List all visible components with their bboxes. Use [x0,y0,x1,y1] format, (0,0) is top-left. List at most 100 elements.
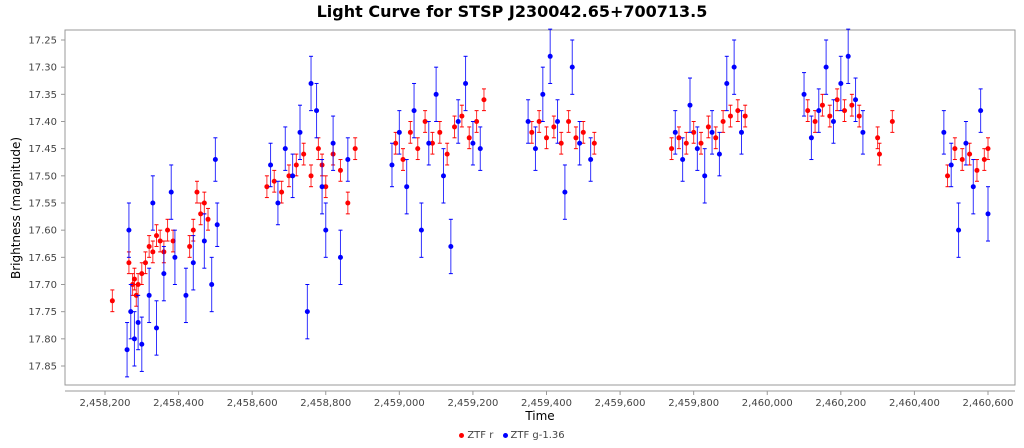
data-point [455,119,461,124]
data-point [731,64,737,70]
y-tick-label: 17.30 [28,63,57,74]
data-point [337,167,343,173]
data-point [135,282,141,287]
data-point [551,124,557,130]
data-point [201,200,207,206]
plot-area [64,29,1016,386]
data-point [676,135,682,141]
data-point [860,129,866,135]
data-point [525,119,531,124]
series-ztf-r [109,88,991,313]
data-point [466,135,472,141]
data-point [205,216,211,222]
legend-item-ztf-r[interactable]: ZTF r [459,430,493,441]
data-point [190,260,196,266]
data-point [271,178,277,184]
data-point [393,140,399,146]
data-point [323,227,329,233]
data-point [536,119,542,124]
data-point [146,243,152,249]
data-point [680,157,686,163]
x-tick-label: 2,460,400 [889,398,940,409]
data-point [135,320,141,326]
data-point [400,157,406,163]
data-point [345,157,351,163]
data-point [705,124,711,130]
data-point [481,97,487,103]
data-point [838,80,844,86]
y-tick-label: 17.45 [28,144,57,155]
data-point [952,146,958,152]
y-tick-label: 17.80 [28,334,57,345]
data-point [830,119,836,124]
data-point [304,309,310,315]
data-point [856,113,862,119]
data-point [738,129,744,135]
data-point [418,227,424,233]
data-point [297,129,303,135]
data-point [959,157,965,163]
data-point [139,271,145,277]
data-point [437,129,443,135]
data-point [875,135,881,141]
data-point [314,108,320,114]
data-point [974,167,980,173]
data-point [562,189,568,195]
data-point [808,135,814,141]
data-point [214,222,220,228]
data-point [293,162,299,168]
data-point [834,97,840,103]
data-point [463,80,469,86]
x-tick-label: 2,459,600 [595,398,646,409]
data-point [948,162,954,168]
data-point [569,64,575,70]
data-point [212,157,218,163]
legend-item-ztf-g[interactable]: ZTF g-1.36 [502,430,565,441]
data-point [209,282,215,287]
data-point [315,146,321,152]
y-tick-label: 17.55 [28,199,57,210]
data-point [540,91,546,97]
data-point [268,162,274,168]
data-point [139,341,145,347]
data-point [945,173,951,179]
data-point [555,119,561,124]
data-point [577,140,583,146]
data-point [150,249,156,255]
x-tick-label: 2,459,000 [374,398,425,409]
data-point [124,347,130,353]
data-point [190,227,196,233]
chart-title: Light Curve for STSP J230042.65+700713.5 [316,2,708,21]
data-point [724,80,730,86]
data-point [198,211,204,217]
x-tick-label: 2,458,600 [227,398,278,409]
data-point [716,151,722,157]
data-point [985,146,991,152]
series-ztf-g [124,28,991,378]
y-tick-label: 17.75 [28,307,57,318]
data-point [389,162,395,168]
data-point [282,146,288,152]
data-point [941,129,947,135]
data-point [161,271,167,277]
data-point [713,135,719,141]
y-tick-label: 17.65 [28,253,57,264]
data-point [337,254,343,260]
data-point [709,129,715,135]
data-point [404,184,410,190]
data-point [308,173,314,179]
data-point [694,146,700,152]
blue-dot-icon [502,432,508,438]
data-point [146,292,152,298]
y-tick-label: 17.60 [28,226,57,237]
data-point [126,260,132,266]
data-point [823,64,829,70]
data-point [150,200,156,206]
y-tick-label: 17.70 [28,280,57,291]
data-point [985,211,991,217]
data-point [691,129,697,135]
data-point [154,233,160,239]
data-point [529,129,535,135]
data-point [474,119,480,124]
